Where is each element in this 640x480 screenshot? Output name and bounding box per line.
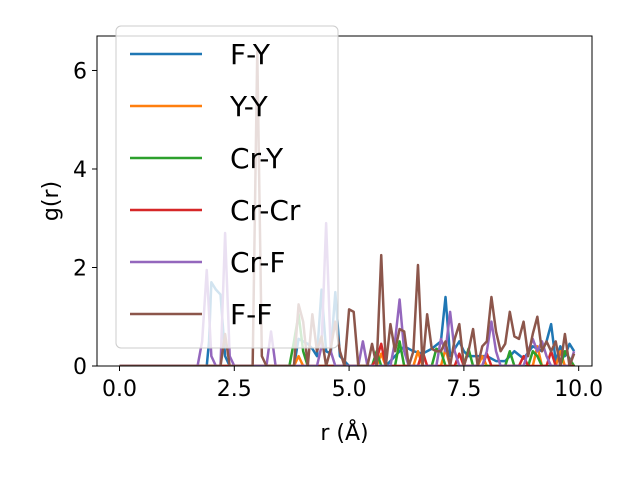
legend-label-cr-f: Cr-F	[230, 246, 285, 279]
x-axis-title: r (Å)	[320, 419, 368, 446]
legend-label-f-y: F-Y	[230, 38, 271, 71]
y-tick-label: 0	[73, 355, 87, 380]
legend-label-y-y: Y-Y	[229, 90, 269, 123]
legend-label-f-f: F-F	[230, 298, 272, 331]
legend: F-Y Y-Y Cr-Y Cr-Cr Cr-F F-F	[115, 25, 339, 349]
y-axis: 0 2 4 6	[73, 59, 97, 380]
plot-frame	[96, 35, 593, 367]
x-tick-label: 0.0	[102, 377, 137, 402]
series-line-cr-cr	[119, 342, 575, 366]
x-axis: 0.0 2.5 5.0 7.5 10.0	[102, 366, 603, 402]
y-tick-label: 2	[73, 256, 87, 281]
y-axis-title: g(r)	[39, 181, 64, 221]
x-tick-label: 2.5	[217, 377, 252, 402]
legend-label-cr-cr: Cr-Cr	[230, 194, 301, 227]
y-tick-label: 6	[73, 59, 87, 84]
x-tick-label: 7.5	[446, 377, 481, 402]
y-tick-label: 4	[73, 158, 87, 183]
legend-box	[115, 25, 339, 349]
x-tick-label: 10.0	[554, 377, 603, 402]
legend-label-cr-y: Cr-Y	[230, 142, 284, 175]
x-tick-label: 5.0	[332, 377, 367, 402]
